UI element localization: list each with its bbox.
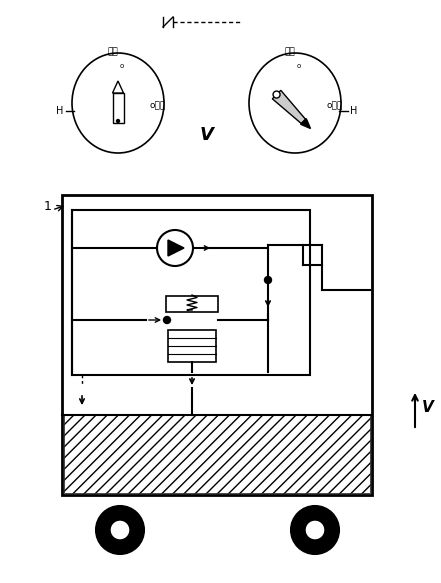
- Text: 1: 1: [44, 201, 52, 213]
- Text: H: H: [56, 106, 64, 116]
- Text: V: V: [422, 401, 434, 416]
- Polygon shape: [168, 240, 184, 256]
- Circle shape: [110, 520, 130, 540]
- Bar: [62, 195, 372, 495]
- Circle shape: [291, 506, 339, 554]
- Polygon shape: [273, 90, 306, 124]
- Polygon shape: [301, 118, 310, 128]
- Circle shape: [273, 91, 280, 98]
- Text: オフ: オフ: [284, 47, 295, 56]
- Text: oオン: oオン: [326, 101, 343, 111]
- Circle shape: [305, 520, 325, 540]
- Bar: [112, 93, 123, 123]
- Text: o: o: [120, 63, 124, 69]
- Text: V: V: [200, 126, 214, 144]
- Bar: [168, 330, 216, 362]
- Circle shape: [96, 506, 144, 554]
- Polygon shape: [112, 81, 123, 93]
- Bar: [64, 415, 370, 493]
- Circle shape: [164, 317, 171, 324]
- Circle shape: [265, 276, 272, 283]
- Circle shape: [116, 120, 120, 122]
- Bar: [72, 210, 310, 375]
- Text: H: H: [350, 106, 358, 116]
- Text: oオン: oオン: [149, 101, 166, 111]
- Text: o: o: [297, 63, 301, 69]
- Circle shape: [157, 230, 193, 266]
- Text: オフ: オフ: [108, 47, 118, 56]
- Bar: [166, 296, 218, 312]
